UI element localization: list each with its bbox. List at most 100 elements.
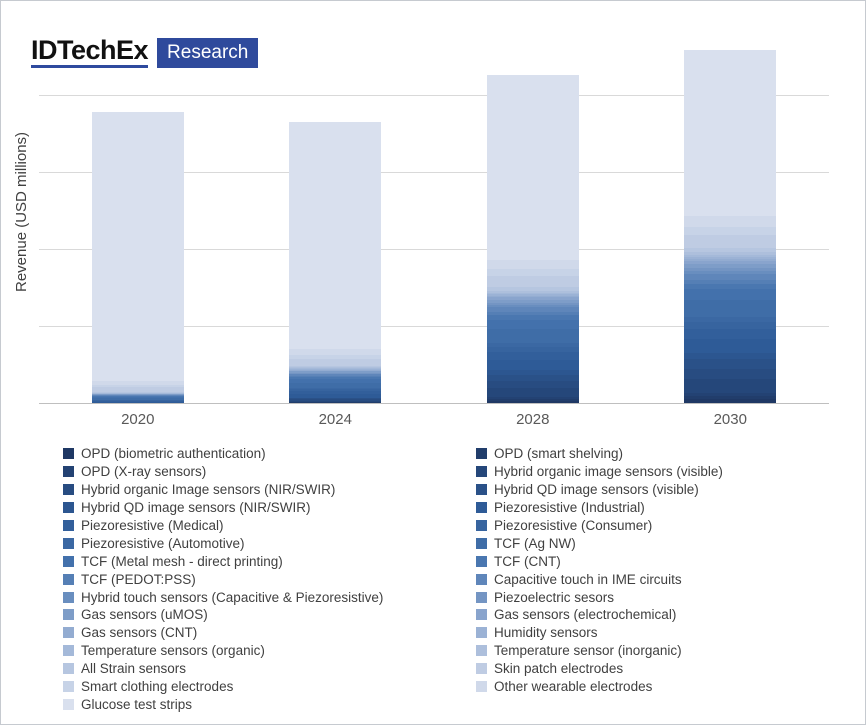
- legend-swatch-icon: [63, 448, 74, 460]
- bar-segment: [684, 254, 777, 257]
- bar-segment: [486, 294, 579, 297]
- bar-segment: [684, 256, 777, 259]
- y-axis-label: Revenue (USD millions): [13, 131, 30, 292]
- bar-segment: [684, 216, 777, 228]
- bar-segment: [486, 359, 579, 371]
- legend-label: Skin patch electrodes: [494, 661, 624, 677]
- legend-swatch-icon: [63, 573, 74, 585]
- legend-item: Glucose test strips: [63, 695, 476, 713]
- bar-segment: [684, 328, 777, 339]
- bar-segment: [684, 259, 777, 261]
- legend-swatch-icon: [63, 555, 74, 567]
- legend-swatch-icon: [476, 502, 487, 514]
- legend-label: Piezoresistive (Medical): [81, 518, 224, 533]
- bar-segment: [289, 368, 382, 370]
- bar-segment: [289, 388, 382, 390]
- bar-segment: [91, 111, 184, 382]
- bar-segment: [289, 389, 382, 392]
- legend-item: OPD (smart shelving): [476, 445, 855, 463]
- legend-item: Hybrid QD image sensors (NIR/SWIR): [63, 499, 476, 517]
- legend-swatch-icon: [476, 609, 487, 621]
- bar-segment: [289, 372, 382, 374]
- legend-item: TCF (Ag NW): [476, 534, 855, 552]
- bar-segment: [289, 393, 382, 398]
- legend-item: All Strain sensors: [63, 660, 476, 678]
- legend-item: Hybrid organic Image sensors (NIR/SWIR): [63, 481, 476, 499]
- bar-segment: [684, 227, 777, 236]
- legend-label: Temperature sensor (inorganic): [494, 643, 682, 659]
- bar-segment: [684, 352, 777, 360]
- bar-segment: [486, 398, 579, 401]
- legend-item: Capacitive touch in IME circuits: [476, 570, 855, 588]
- legend-label: Smart clothing electrodes: [81, 679, 234, 695]
- bar-segment: [289, 354, 382, 359]
- legend-swatch-icon: [476, 681, 487, 693]
- legend-swatch-icon: [476, 555, 487, 567]
- bar-segment: [684, 338, 777, 353]
- legend-item: Hybrid organic image sensors (visible): [476, 463, 855, 481]
- legend-swatch-icon: [476, 645, 487, 657]
- bar-segment: [486, 290, 579, 293]
- legend-swatch-icon: [476, 484, 487, 496]
- stacked-bar-2030: [684, 49, 777, 403]
- legend-label: Hybrid QD image sensors (visible): [494, 482, 699, 498]
- logo-research-badge: Research: [157, 37, 259, 68]
- bar-segment: [486, 311, 579, 316]
- legend-item: Humidity sensors: [476, 624, 855, 642]
- gridline: [39, 249, 829, 250]
- bar-segment: [486, 315, 579, 320]
- stacked-bar-2024: [289, 122, 382, 403]
- bar-segment: [486, 346, 579, 352]
- x-tick-label-2030: 2030: [713, 411, 747, 428]
- bar-segment: [289, 358, 382, 366]
- legend-item: Hybrid touch sensors (Capacitive & Piezo…: [63, 588, 476, 606]
- legend-label: Hybrid organic image sensors (visible): [494, 464, 723, 480]
- legend-item: Gas sensors (uMOS): [63, 606, 476, 624]
- legend-item: Hybrid QD image sensors (visible): [476, 481, 855, 499]
- bar-segment: [684, 317, 777, 322]
- bar-segment: [289, 378, 382, 383]
- legend-label: Hybrid touch sensors (Capacitive & Piezo…: [81, 589, 384, 605]
- legend-swatch-icon: [63, 502, 74, 514]
- bar-segment: [91, 385, 184, 388]
- bar-segment: [486, 276, 579, 288]
- legend-swatch-icon: [476, 573, 487, 585]
- legend-label: Hybrid organic Image sensors (NIR/SWIR): [81, 482, 336, 498]
- legend-label: Hybrid QD image sensors (NIR/SWIR): [81, 500, 311, 516]
- bar-slot-2030: [632, 19, 830, 403]
- bar-segment: [684, 267, 777, 271]
- gridline: [39, 326, 829, 327]
- bar-segment: [91, 396, 184, 399]
- bar-segment: [289, 373, 382, 375]
- bar-segment: [684, 263, 777, 268]
- legend-label: Piezoelectric sesors: [494, 589, 615, 605]
- bar-segment: [684, 284, 777, 290]
- bar-segment: [684, 359, 777, 369]
- bar-segment: [684, 368, 777, 380]
- bar-segment: [91, 392, 184, 393]
- bar-segment: [289, 400, 382, 403]
- legend-label: Piezoresistive (Industrial): [494, 500, 645, 516]
- bar-segment: [486, 302, 579, 306]
- bar-segment: [684, 260, 777, 264]
- bar-segment: [486, 269, 579, 277]
- bar-segment: [684, 393, 777, 397]
- bar-segment: [289, 382, 382, 389]
- bar-segment: [486, 307, 579, 312]
- bar-segment: [289, 377, 382, 379]
- idtechex-logo: IDTechEx Research: [31, 37, 259, 68]
- bar-segment: [684, 300, 777, 318]
- bar-segment: [486, 319, 579, 329]
- legend-swatch-icon: [63, 537, 74, 549]
- bar-slot-2020: [39, 19, 237, 403]
- legend-item: Piezoelectric sesors: [476, 588, 855, 606]
- logo-wordmark: IDTechEx: [31, 37, 149, 68]
- bar-segment: [289, 391, 382, 394]
- x-tick-label-2020: 2020: [121, 411, 155, 428]
- bar-segment: [91, 401, 184, 403]
- bar-segment: [486, 381, 579, 389]
- legend-label: Capacitive touch in IME circuits: [494, 571, 682, 587]
- bar-segment: [486, 351, 579, 360]
- bar-slot-2024: [237, 19, 435, 403]
